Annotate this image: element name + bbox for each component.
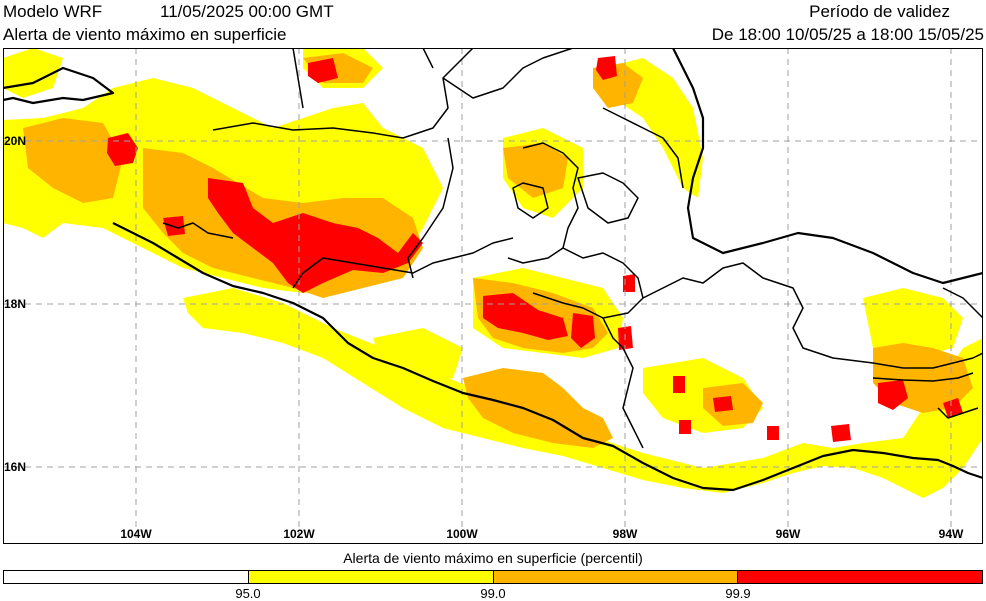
longitude-labels: 104W 102W 100W 98W 96W 94W — [120, 527, 964, 541]
lat-label: 16N — [4, 460, 26, 474]
colorbar-segment-95 — [248, 571, 494, 583]
lat-label: 18N — [4, 297, 26, 311]
lon-label: 102W — [283, 527, 315, 541]
colorbar-segment-below-95 — [4, 571, 249, 583]
lon-label: 96W — [776, 527, 801, 541]
init-time: 11/05/2025 00:00 GMT — [160, 2, 334, 21]
colorbar-label: 99.0 — [480, 586, 506, 601]
validity-label: Período de validez — [809, 2, 950, 21]
alert-999-regions — [107, 56, 963, 442]
borders — [3, 48, 983, 492]
colorbar-segment-999 — [738, 571, 982, 583]
validity-range: De 18:00 10/05/25 a 18:00 15/05/25 — [711, 25, 984, 44]
colorbar — [3, 570, 983, 584]
lon-label: 104W — [120, 527, 152, 541]
model-name: Modelo WRF — [3, 2, 103, 21]
map-title: Alerta de viento máximo en superficie — [3, 25, 287, 44]
colorbar-label: 95.0 — [235, 586, 261, 601]
colorbar-segment-99 — [493, 571, 739, 583]
graticule — [3, 48, 983, 544]
wind-alert-map: 20N 18N 16N 104W 102W 100W 98W 96W 94W — [3, 48, 983, 544]
lat-label: 20N — [4, 134, 26, 148]
latitude-labels: 20N 18N 16N — [4, 134, 26, 474]
colorbar-label: 99.9 — [725, 586, 751, 601]
map-frame — [3, 48, 983, 544]
colorbar-title: Alerta de viento máximo en superficie (p… — [343, 550, 643, 566]
lon-label: 94W — [939, 527, 964, 541]
lon-label: 98W — [613, 527, 638, 541]
lon-label: 100W — [446, 527, 478, 541]
